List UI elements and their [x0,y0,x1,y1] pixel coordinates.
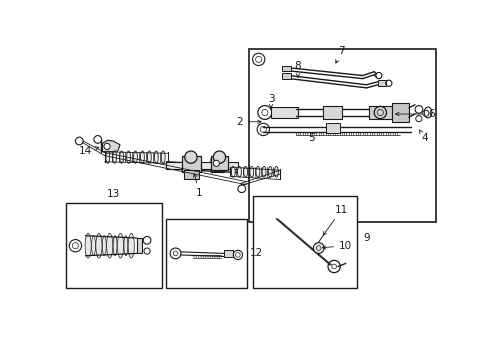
Ellipse shape [133,151,137,163]
Text: 6: 6 [395,109,434,119]
Ellipse shape [256,166,259,177]
Text: 8: 8 [294,61,301,77]
Ellipse shape [231,166,235,177]
Ellipse shape [91,236,95,256]
Bar [391,103,408,122]
Polygon shape [102,140,120,152]
Text: 14: 14 [79,146,99,156]
Polygon shape [210,155,227,172]
Ellipse shape [249,166,253,177]
Circle shape [184,151,197,163]
Text: 1: 1 [193,174,203,198]
Bar [270,107,297,118]
Bar [368,106,391,119]
Text: 4: 4 [418,130,427,143]
Ellipse shape [262,166,265,177]
Ellipse shape [113,151,117,163]
Ellipse shape [106,233,113,258]
Bar [210,156,227,170]
Ellipse shape [96,233,102,258]
Text: 5: 5 [307,133,314,143]
Bar [183,170,198,179]
Circle shape [213,160,219,166]
Ellipse shape [161,151,165,163]
Bar [66,203,162,288]
Ellipse shape [102,236,106,256]
Ellipse shape [126,151,130,163]
Ellipse shape [85,233,91,258]
Ellipse shape [113,236,117,256]
Bar [182,156,201,172]
Bar [281,73,290,78]
Ellipse shape [123,236,127,256]
Ellipse shape [268,166,272,177]
Ellipse shape [117,233,123,258]
Text: 12: 12 [249,248,263,258]
Ellipse shape [237,166,241,177]
Bar [166,219,246,288]
Ellipse shape [147,151,151,163]
Text: 9: 9 [363,233,369,243]
Text: 2: 2 [236,117,261,127]
Ellipse shape [140,151,144,163]
Bar [249,49,435,222]
Text: 3: 3 [267,94,274,108]
Bar [224,250,233,257]
Ellipse shape [128,233,134,258]
Bar [137,238,142,253]
Bar [326,123,340,132]
Text: 13: 13 [107,189,121,199]
Circle shape [313,243,324,253]
Ellipse shape [120,151,123,163]
Bar [281,66,290,71]
Text: 7: 7 [335,46,345,63]
Ellipse shape [154,151,158,163]
Ellipse shape [274,166,278,177]
Ellipse shape [243,166,247,177]
Circle shape [213,151,225,163]
Text: 11: 11 [323,204,348,235]
Ellipse shape [105,151,109,163]
Bar [166,162,238,169]
Text: 10: 10 [322,241,351,251]
Bar [322,105,341,120]
Circle shape [104,143,110,149]
Bar [253,195,357,288]
Bar [377,80,385,86]
